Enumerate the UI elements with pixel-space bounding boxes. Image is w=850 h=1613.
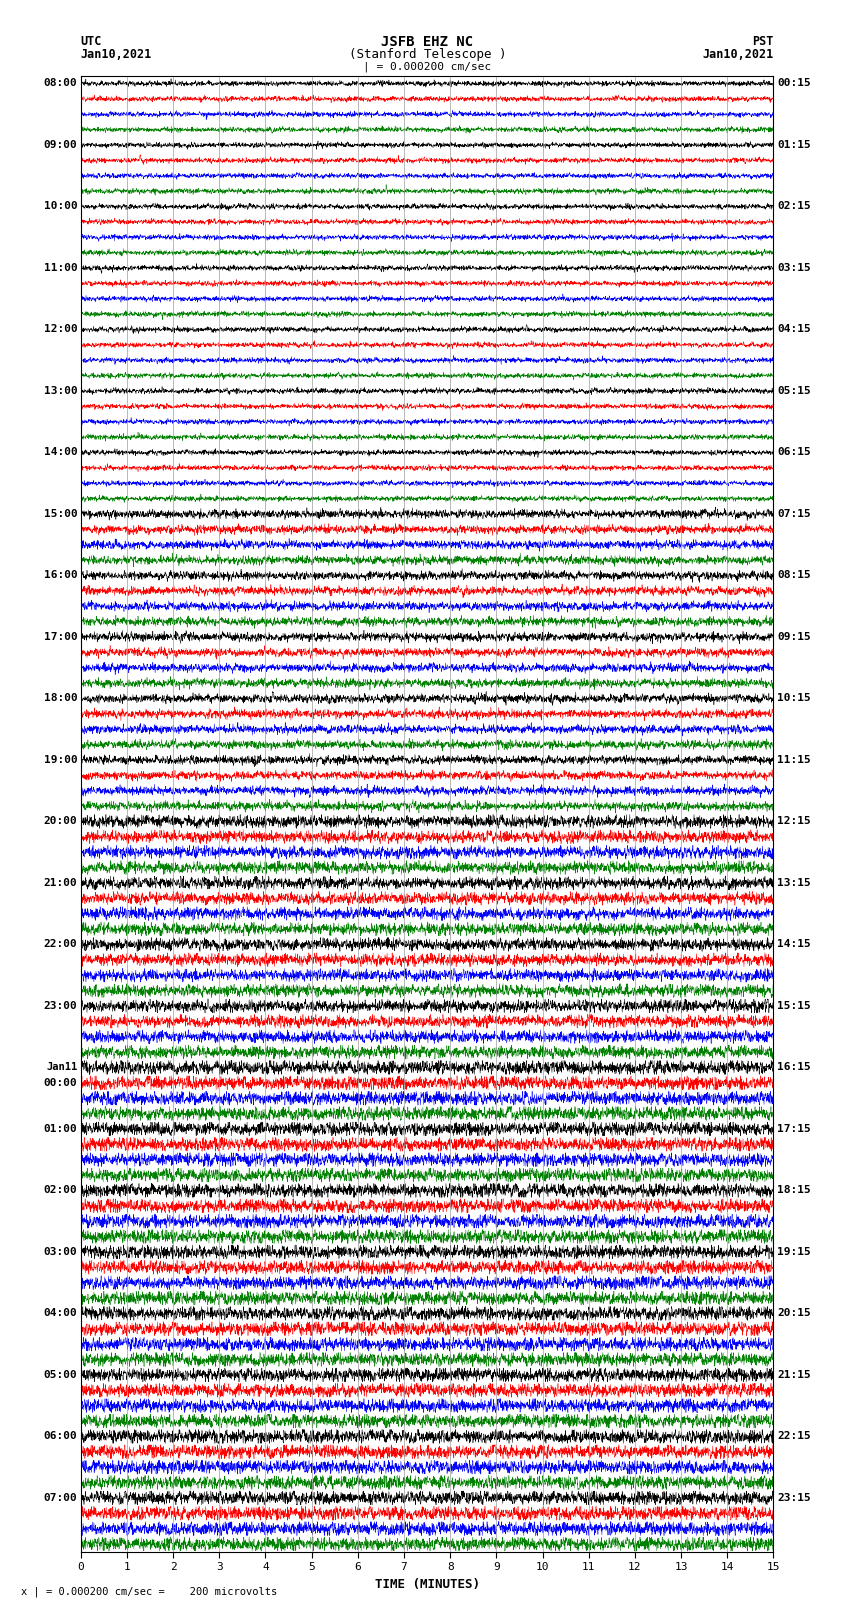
Text: Jan10,2021: Jan10,2021 (702, 48, 774, 61)
Text: 19:00: 19:00 (43, 755, 77, 765)
Text: 07:00: 07:00 (43, 1494, 77, 1503)
Text: 16:00: 16:00 (43, 571, 77, 581)
Text: 22:15: 22:15 (777, 1431, 811, 1442)
Text: 13:00: 13:00 (43, 386, 77, 395)
Text: 17:00: 17:00 (43, 632, 77, 642)
Text: 00:00: 00:00 (43, 1077, 77, 1087)
X-axis label: TIME (MINUTES): TIME (MINUTES) (375, 1578, 479, 1590)
Text: 12:15: 12:15 (777, 816, 811, 826)
Text: 15:00: 15:00 (43, 510, 77, 519)
Text: 01:15: 01:15 (777, 140, 811, 150)
Text: 11:15: 11:15 (777, 755, 811, 765)
Text: 23:00: 23:00 (43, 1002, 77, 1011)
Text: 04:15: 04:15 (777, 324, 811, 334)
Text: 07:15: 07:15 (777, 510, 811, 519)
Text: 11:00: 11:00 (43, 263, 77, 273)
Text: 22:00: 22:00 (43, 939, 77, 950)
Text: 10:15: 10:15 (777, 694, 811, 703)
Text: JSFB EHZ NC: JSFB EHZ NC (382, 35, 473, 48)
Text: 08:15: 08:15 (777, 571, 811, 581)
Text: 05:15: 05:15 (777, 386, 811, 395)
Text: 21:15: 21:15 (777, 1369, 811, 1379)
Text: 02:15: 02:15 (777, 202, 811, 211)
Text: 05:00: 05:00 (43, 1369, 77, 1379)
Text: 17:15: 17:15 (777, 1124, 811, 1134)
Text: 15:15: 15:15 (777, 1002, 811, 1011)
Text: 18:00: 18:00 (43, 694, 77, 703)
Text: Jan10,2021: Jan10,2021 (81, 48, 152, 61)
Text: 19:15: 19:15 (777, 1247, 811, 1257)
Text: 04:00: 04:00 (43, 1308, 77, 1318)
Text: x | = 0.000200 cm/sec =    200 microvolts: x | = 0.000200 cm/sec = 200 microvolts (21, 1586, 277, 1597)
Text: 01:00: 01:00 (43, 1124, 77, 1134)
Text: 23:15: 23:15 (777, 1494, 811, 1503)
Text: 14:00: 14:00 (43, 447, 77, 458)
Text: 00:15: 00:15 (777, 79, 811, 89)
Text: 18:15: 18:15 (777, 1186, 811, 1195)
Text: Jan11: Jan11 (46, 1063, 77, 1073)
Text: UTC: UTC (81, 35, 102, 48)
Text: 02:00: 02:00 (43, 1186, 77, 1195)
Text: 13:15: 13:15 (777, 877, 811, 887)
Text: 14:15: 14:15 (777, 939, 811, 950)
Text: 20:00: 20:00 (43, 816, 77, 826)
Text: 09:15: 09:15 (777, 632, 811, 642)
Text: | = 0.000200 cm/sec: | = 0.000200 cm/sec (364, 61, 491, 73)
Text: (Stanford Telescope ): (Stanford Telescope ) (348, 48, 507, 61)
Text: 06:00: 06:00 (43, 1431, 77, 1442)
Text: 16:15: 16:15 (777, 1063, 811, 1073)
Text: 08:00: 08:00 (43, 79, 77, 89)
Text: 21:00: 21:00 (43, 877, 77, 887)
Text: 09:00: 09:00 (43, 140, 77, 150)
Text: PST: PST (752, 35, 774, 48)
Text: 03:00: 03:00 (43, 1247, 77, 1257)
Text: 03:15: 03:15 (777, 263, 811, 273)
Text: 10:00: 10:00 (43, 202, 77, 211)
Text: 20:15: 20:15 (777, 1308, 811, 1318)
Text: 12:00: 12:00 (43, 324, 77, 334)
Text: 06:15: 06:15 (777, 447, 811, 458)
